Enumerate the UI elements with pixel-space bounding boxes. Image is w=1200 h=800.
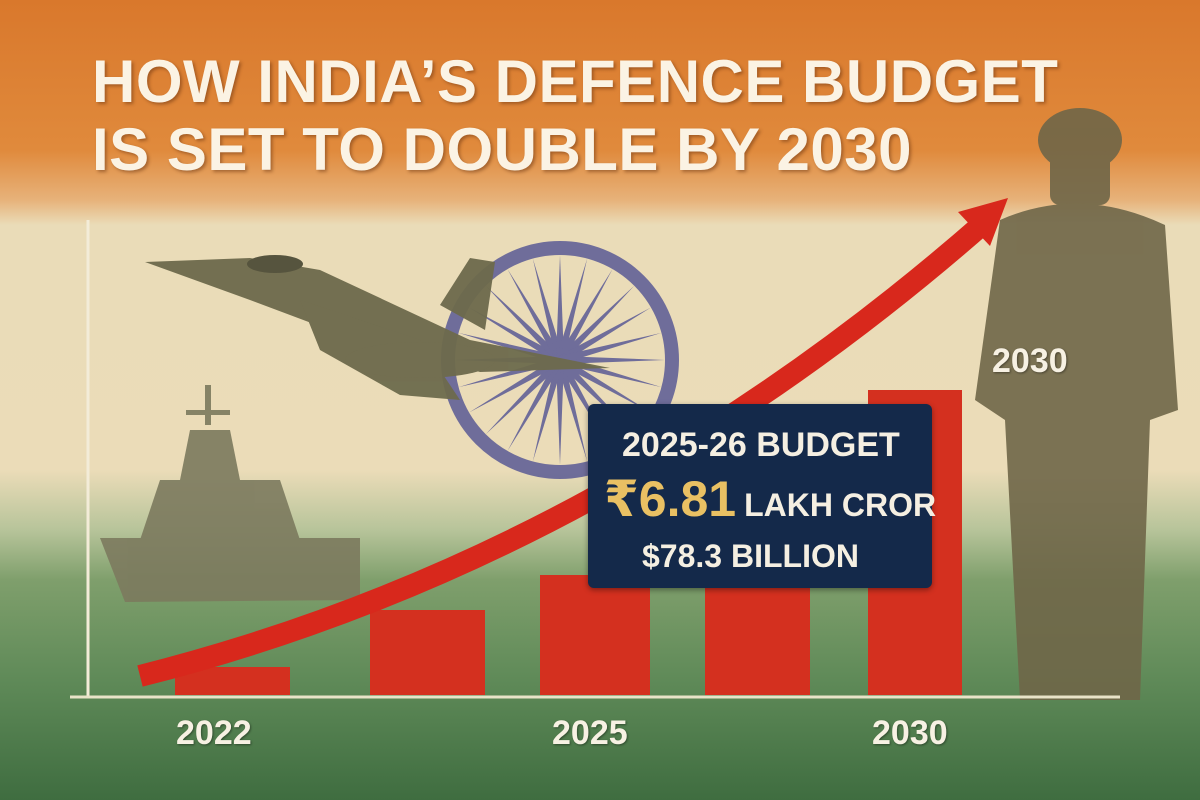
title-line-2: IS SET TO DOUBLE BY 2030 xyxy=(92,116,913,183)
chakra-spoke xyxy=(507,269,564,362)
page-title: HOW INDIA’S DEFENCE BUDGET IS SET TO DOU… xyxy=(92,48,1058,184)
callout-unit: LAKH CROR xyxy=(744,487,937,523)
soldier-icon xyxy=(975,108,1178,700)
chakra-spoke xyxy=(558,356,651,413)
x-tick-label-2030: 2030 xyxy=(872,714,948,752)
chakra-spoke xyxy=(557,285,635,363)
budget-callout: 2025-26 BUDGET ₹6.81 LAKH CROR $78.3 BILL… xyxy=(588,404,936,588)
warship-icon xyxy=(100,385,360,602)
trend-arrow xyxy=(137,198,1008,687)
chakra-spoke xyxy=(469,356,562,413)
callout-amount: ₹6.81 xyxy=(604,471,737,527)
chakra-spoke xyxy=(558,332,662,364)
chakra-spoke xyxy=(556,360,564,465)
callout-usd: $78.3 BILLION xyxy=(642,538,859,574)
chakra-spoke xyxy=(558,307,651,364)
x-tick-label-2022: 2022 xyxy=(176,714,252,752)
chakra-spoke xyxy=(485,285,563,363)
chakra-spoke xyxy=(469,307,562,364)
annotation-2030: 2030 xyxy=(992,342,1068,380)
chakra-spoke xyxy=(507,358,564,451)
chakra-spoke xyxy=(560,356,665,364)
x-tick-label-2025: 2025 xyxy=(552,714,628,752)
chakra-spoke xyxy=(556,269,613,362)
chakra-spoke xyxy=(556,258,588,362)
title-line-1: HOW INDIA’S DEFENCE BUDGET xyxy=(92,48,1059,115)
bar-3 xyxy=(540,575,650,695)
fighter-jet-icon xyxy=(145,255,610,400)
chakra-spoke xyxy=(485,357,563,435)
bar-2 xyxy=(370,610,485,695)
chakra-spoke xyxy=(532,258,564,362)
callout-heading: 2025-26 BUDGET xyxy=(622,426,900,464)
chakra-spoke xyxy=(556,358,588,462)
chakra-spoke xyxy=(556,255,564,360)
chakra-spoke xyxy=(532,358,564,462)
